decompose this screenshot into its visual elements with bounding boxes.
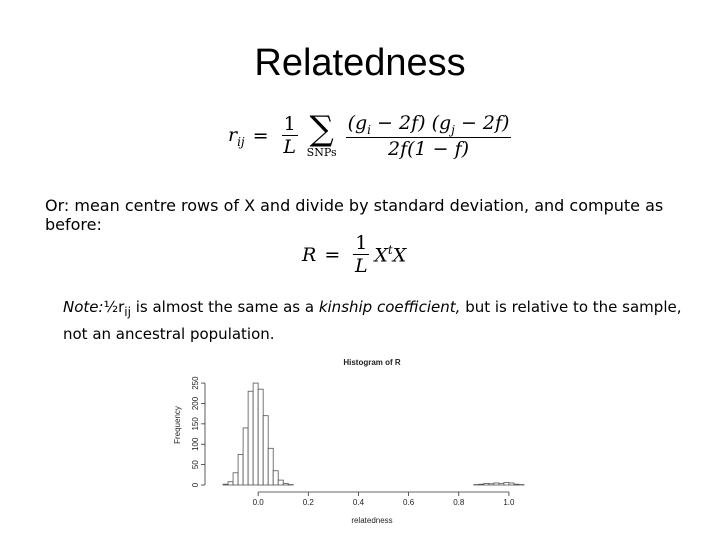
x-tick-label: 0.8 [453,498,465,507]
formula-text: SNPs [306,146,337,160]
bar [222,483,229,486]
bar [282,482,289,486]
bar [262,415,269,486]
formula-text: − 2f) (g [371,112,452,134]
x-axis-label: relatedness [351,516,392,525]
note-text: ij [124,305,131,319]
note-text: but is relative to the sample, [460,298,682,316]
y-tick-label: 150 [191,417,200,431]
bar [478,483,485,486]
formula-text: ∑ [309,109,334,150]
x-tick-label: 0.4 [353,498,365,507]
slide-title: Relatedness [254,42,466,84]
formula-text: X [392,244,407,267]
bar [277,479,284,486]
bar [252,382,259,486]
formula-text: ij [237,134,245,149]
formula-text: R [302,243,317,266]
bar [272,470,279,486]
chart-title: Histogram of R [343,358,401,367]
formula-numerator: (gi − 2f) (gj − 2f) [345,112,512,138]
note-text: is almost the same as a [130,298,319,316]
formula-text: X [374,244,388,267]
note-term: kinship coefficient, [318,298,461,316]
bar [267,447,274,486]
formula-text: = [324,243,341,266]
note-text: ½r [103,298,125,316]
bar [513,483,520,486]
x-tick-label: 0.2 [303,498,315,507]
bar [503,482,510,486]
formula-text: j [451,122,455,137]
y-tick-label: 200 [191,396,200,410]
formula-text: L [283,136,296,159]
bar [232,472,239,486]
bar [508,482,515,486]
formula-text: (g [347,112,368,134]
formula-text: i [367,122,372,137]
formula-text: r [228,123,238,146]
formula-text: 2f(1 − f) [387,137,470,160]
bar [227,481,234,486]
formula-text: = [252,124,269,147]
bar [488,483,495,486]
bar [498,482,505,486]
bar [242,427,249,486]
x-tick-label: 1.0 [503,498,515,507]
formula-text: L [354,255,368,277]
y-tick-label: 0 [191,482,200,487]
bar [257,388,264,486]
note-text: not an ancestral population. [63,325,275,343]
x-tick-label: 0.0 [253,498,265,507]
body-text: Or: mean centre rows of X and divide by … [45,196,664,234]
bar [237,454,244,486]
x-tick-label: 0.6 [403,498,415,507]
bar [483,482,490,486]
y-tick-label: 50 [191,460,200,469]
y-tick-label: 100 [191,437,200,451]
formula-text: 1 [353,232,370,255]
y-tick-label: 250 [191,376,200,390]
formula-text: t [387,242,393,257]
note: Note:½rij is almost the same as a kinshi… [63,296,703,345]
bar [493,482,500,486]
bar [247,390,254,486]
note-label: Note: [63,298,104,316]
formula-text: − 2f) [454,112,510,134]
y-axis-label: Frequency [173,406,182,444]
formula-text: 1 [281,113,298,137]
